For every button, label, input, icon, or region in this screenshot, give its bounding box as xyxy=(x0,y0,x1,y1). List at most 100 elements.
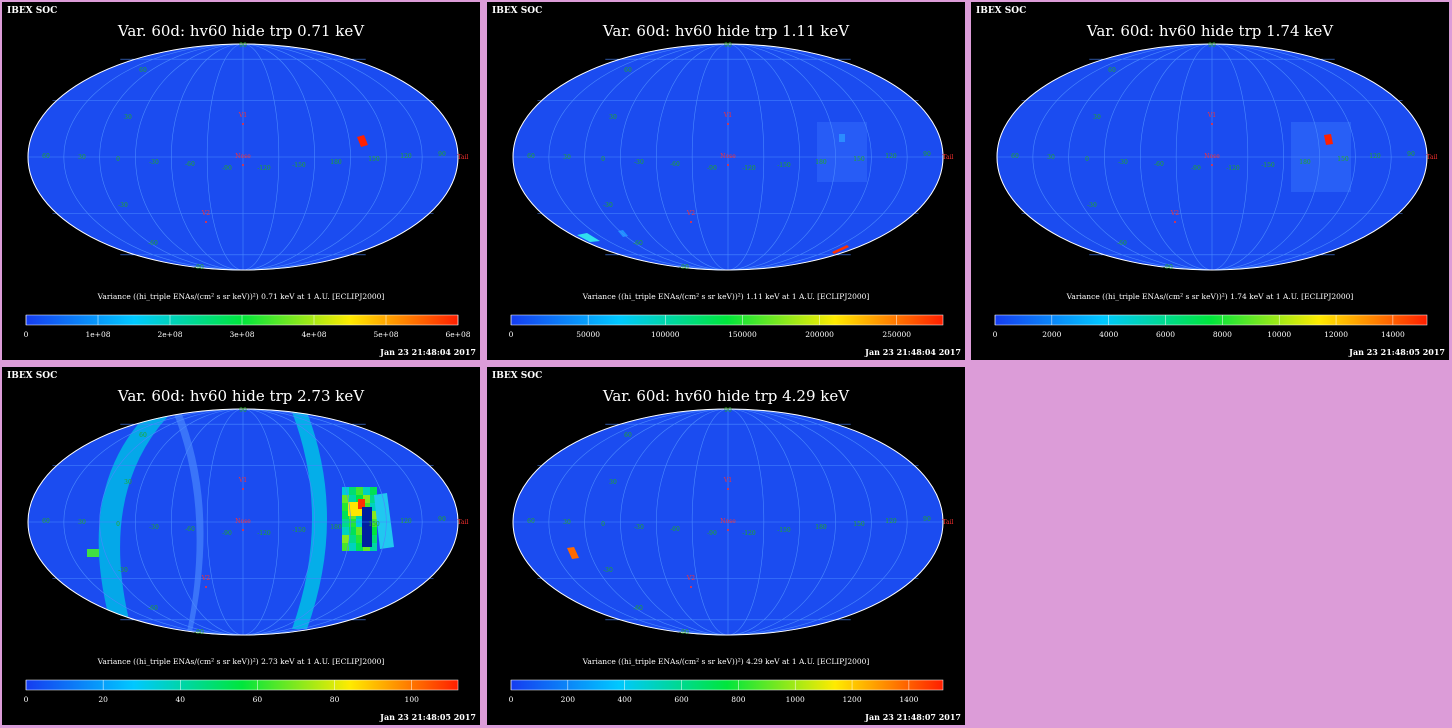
lon-label: -90 xyxy=(707,530,717,537)
lon-label: 90 xyxy=(438,516,446,523)
corner-label: IBEX SOC xyxy=(7,371,58,381)
lon-label: 30 xyxy=(563,154,571,161)
corner-label: IBEX SOC xyxy=(976,6,1027,16)
lon-label: -120 xyxy=(1226,165,1240,172)
lon-label: -120 xyxy=(257,530,271,537)
colorbar-tick-label: 1000 xyxy=(786,695,805,704)
lat-label: -30 xyxy=(603,202,613,209)
marker-label: Tail xyxy=(1427,154,1438,161)
lon-label: 0 xyxy=(601,156,605,163)
marker-label: Nose xyxy=(720,153,736,160)
lon-label: 60 xyxy=(527,518,535,525)
lon-label: 120 xyxy=(885,518,897,525)
marker-label: Nose xyxy=(720,518,736,525)
lat-label: 30 xyxy=(609,479,617,486)
lon-label: -30 xyxy=(1118,159,1128,166)
lon-label: 90 xyxy=(923,516,931,523)
sky-map: 90 60 30 -30 -60 -90 60 30 0 -30 -60 -90 -120 -150 180… xyxy=(509,42,954,339)
colorbar xyxy=(25,679,459,691)
colorbar-tick-label: 10000 xyxy=(1267,330,1291,339)
lat-label: -30 xyxy=(603,567,613,574)
lon-label: -150 xyxy=(777,527,791,534)
colorbar-tick-label: 0 xyxy=(509,330,514,339)
lon-label: 180 xyxy=(815,159,827,166)
sky-map: 90 60 30 -30 -60 -90 60 30 0 -30 -60 -90 -120 -150 180… xyxy=(24,407,469,704)
lon-label: -30 xyxy=(634,524,644,531)
colorbar-tick-label: 40 xyxy=(176,695,186,704)
colorbar-tick-label: 1e+08 xyxy=(85,330,110,339)
colorbar-tick-label: 6000 xyxy=(1156,330,1175,339)
marker-label: V1 xyxy=(723,112,732,119)
colorbar xyxy=(510,679,944,691)
lon-label: -120 xyxy=(257,165,271,172)
corner-label: IBEX SOC xyxy=(7,6,58,16)
lon-label: 180 xyxy=(330,524,342,531)
corner-label: IBEX SOC xyxy=(492,371,543,381)
lat-label: 30 xyxy=(124,479,132,486)
lon-label: -150 xyxy=(292,162,306,169)
lat-label: -60 xyxy=(1117,240,1127,247)
lat-label: 90 xyxy=(239,42,247,49)
map-outline xyxy=(27,43,459,271)
marker-label: V2 xyxy=(201,210,210,217)
lat-label: -60 xyxy=(633,605,643,612)
marker-label: V1 xyxy=(1207,112,1216,119)
colorbar-tick-label: 1400 xyxy=(899,695,918,704)
map-outline xyxy=(512,408,944,636)
marker-dot xyxy=(205,221,207,223)
lon-label: 180 xyxy=(330,159,342,166)
lon-label: 150 xyxy=(368,156,380,163)
lon-label: -120 xyxy=(742,530,756,537)
lat-label: -90 xyxy=(679,629,689,636)
sky-map: 90 60 30 -30 -60 -90 60 30 0 -30 -60 -90 -120 -150 180… xyxy=(24,42,471,339)
marker-dot xyxy=(727,488,729,490)
colorbar-tick-label: 200000 xyxy=(805,330,834,339)
marker-dot xyxy=(242,488,244,490)
colorbar-label: Variance ((hi_triple ENAs/(cm² s sr keV)… xyxy=(97,292,385,301)
lat-label: 60 xyxy=(1108,67,1116,74)
colorbar-tick-label: 4000 xyxy=(1099,330,1118,339)
lon-label: 60 xyxy=(527,153,535,160)
lat-label: 60 xyxy=(624,432,632,439)
marker-dot xyxy=(242,123,244,125)
lat-label: -30 xyxy=(118,567,128,574)
lon-label: 150 xyxy=(368,521,380,528)
colorbar-tick-label: 4e+08 xyxy=(301,330,326,339)
lat-label: -90 xyxy=(1163,264,1173,271)
colorbar-tick-label: 80 xyxy=(330,695,340,704)
timestamp: Jan 23 21:48:04 2017 xyxy=(865,347,961,357)
colorbar-tick-label: 2000 xyxy=(1042,330,1061,339)
lat-label: -90 xyxy=(194,629,204,636)
lat-label: 60 xyxy=(139,67,147,74)
colorbar-tick-label: 6e+08 xyxy=(445,330,470,339)
lon-label: 120 xyxy=(885,153,897,160)
lon-label: 30 xyxy=(78,519,86,526)
lon-label: 30 xyxy=(78,154,86,161)
marker-label: V2 xyxy=(201,575,210,582)
lat-label: 30 xyxy=(1093,114,1101,121)
lat-label: 90 xyxy=(724,407,732,414)
sky-map-panel: IBEX SOC Var. 60d: hv60 hide trp 1.74 keV… xyxy=(971,2,1449,360)
colorbar-tick-label: 0 xyxy=(993,330,998,339)
marker-dot xyxy=(1174,221,1176,223)
lon-label: 120 xyxy=(1369,153,1381,160)
colorbar xyxy=(510,314,944,326)
marker-dot xyxy=(242,164,244,166)
sky-map: 90 60 30 -30 -60 -90 60 30 0 -30 -60 -90 -120 -150 180… xyxy=(509,407,954,704)
lat-label: -60 xyxy=(148,240,158,247)
lon-label: -60 xyxy=(185,526,195,533)
timestamp: Jan 23 21:48:07 2017 xyxy=(865,712,961,722)
lat-label: -90 xyxy=(194,264,204,271)
sky-map-panel: IBEX SOC Var. 60d: hv60 hide trp 1.11 keV… xyxy=(487,2,965,360)
colorbar-tick-label: 3e+08 xyxy=(229,330,254,339)
lon-label: 0 xyxy=(116,156,120,163)
lat-label: 90 xyxy=(1208,42,1216,49)
panel-title: Var. 60d: hv60 hide trp 0.71 keV xyxy=(117,22,365,40)
sky-map-panel: IBEX SOC Var. 60d: hv60 hide trp 4.29 keV… xyxy=(487,367,965,725)
lon-label: -60 xyxy=(185,161,195,168)
corner-label: IBEX SOC xyxy=(492,6,543,16)
lon-label: 150 xyxy=(1337,156,1349,163)
lon-label: -150 xyxy=(1261,162,1275,169)
colorbar-tick-label: 2e+08 xyxy=(157,330,182,339)
marker-label: V1 xyxy=(723,477,732,484)
